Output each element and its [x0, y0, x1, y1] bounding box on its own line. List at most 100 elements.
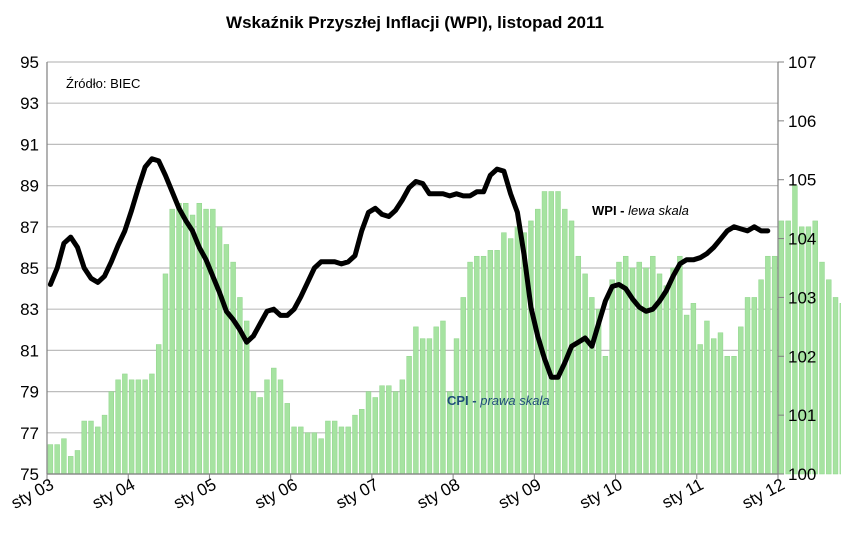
cpi-bar: [690, 303, 697, 475]
y-right-tick-label: 105: [788, 171, 816, 190]
cpi-bar: [677, 255, 683, 475]
cpi-bar: [277, 379, 284, 475]
wpi-label-sep: -: [617, 203, 629, 218]
cpi-bar: [331, 420, 338, 475]
x-tick-label: sty 08: [414, 475, 463, 513]
cpi-bar: [839, 303, 841, 475]
cpi-bar: [122, 373, 128, 475]
cpi-bar: [636, 261, 642, 475]
cpi-bar: [338, 426, 345, 475]
y-right-tick-label: 103: [788, 288, 816, 307]
cpi-bar: [318, 438, 324, 475]
x-tick-label: sty 04: [89, 475, 138, 513]
cpi-bar: [724, 356, 730, 475]
y-left-tick-label: 87: [20, 218, 39, 237]
x-tick-label: sty 06: [252, 475, 301, 513]
cpi-bar: [298, 426, 304, 475]
y-left-tick-label: 81: [20, 341, 39, 360]
cpi-bar: [778, 220, 785, 475]
y-left-tick-label: 91: [20, 135, 39, 154]
cpi-bar: [683, 314, 690, 475]
cpi-bar: [751, 297, 757, 475]
cpi-bar: [717, 332, 724, 475]
cpi-bar: [142, 379, 148, 475]
cpi-bar: [304, 432, 311, 475]
cpi-bar: [711, 338, 717, 475]
chart-title: Wskaźnik Przyszłej Inflacji (WPI), listo…: [226, 13, 604, 32]
cpi-bar: [704, 320, 710, 475]
cpi-bar: [311, 432, 318, 475]
wpi-line: [47, 156, 771, 380]
cpi-bar: [792, 185, 798, 475]
cpi-bar: [785, 220, 791, 475]
cpi-bar: [744, 297, 751, 475]
x-tick-label: sty 05: [170, 475, 219, 513]
cpi-bar: [149, 373, 155, 475]
cpi-bar: [223, 244, 230, 475]
cpi-bar: [480, 255, 487, 475]
cpi-bar: [487, 250, 494, 475]
y-left-tick-label: 85: [20, 259, 39, 278]
cpi-bars: [47, 185, 841, 475]
cpi-bar: [61, 438, 67, 475]
cpi-bar: [128, 379, 135, 475]
cpi-bar: [609, 279, 615, 475]
cpi-bar: [467, 261, 473, 475]
cpi-bar: [169, 208, 175, 475]
cpi-bar: [183, 203, 189, 475]
cpi-bar: [501, 232, 507, 475]
cpi-bar: [68, 456, 74, 475]
cpi-bar: [514, 226, 521, 475]
cpi-bar: [799, 226, 805, 475]
cpi-bar: [406, 356, 412, 475]
cpi-bar: [365, 391, 372, 475]
cpi-bar: [155, 344, 162, 475]
cpi-label-sep: -: [469, 393, 481, 408]
cpi-bar: [250, 391, 257, 475]
y-right-tick-label: 104: [788, 230, 816, 249]
cpi-bar: [210, 208, 216, 475]
cpi-bar: [81, 420, 87, 475]
cpi-bar: [575, 255, 582, 475]
cpi-bar: [264, 379, 270, 475]
cpi-bar: [474, 255, 480, 475]
cpi-bar: [426, 338, 433, 475]
cpi-bar: [697, 344, 703, 475]
cpi-bar: [589, 297, 595, 475]
cpi-bar: [812, 220, 818, 475]
wpi-label-italic: lewa skala: [628, 203, 689, 218]
cpi-bar: [257, 397, 263, 475]
cpi-bar: [528, 220, 534, 475]
cpi-bar: [135, 379, 142, 475]
cpi-bar: [440, 320, 446, 475]
cpi-bar: [602, 356, 609, 475]
wpi-label-bold: WPI: [592, 203, 617, 218]
cpi-bar: [352, 414, 358, 475]
cpi-bar: [54, 444, 60, 475]
cpi-bar: [108, 391, 114, 475]
cpi-bar: [386, 385, 392, 475]
y-left-tick-label: 79: [20, 383, 39, 402]
cpi-bar: [95, 426, 101, 475]
y-right-tick-label: 101: [788, 406, 816, 425]
cpi-bar: [101, 414, 108, 475]
cpi-bar: [548, 191, 554, 475]
cpi-bar: [555, 191, 561, 475]
cpi-bar: [88, 420, 94, 475]
cpi-series-label: CPI - prawa skala: [447, 393, 550, 408]
cpi-bar: [758, 279, 764, 475]
cpi-bar: [271, 367, 277, 475]
cpi-bar: [419, 338, 426, 475]
cpi-bar: [392, 391, 399, 475]
cpi-bar: [494, 250, 500, 475]
y-right-tick-label: 106: [788, 112, 816, 131]
y-left-tick-label: 95: [20, 53, 39, 72]
cpi-bar: [670, 267, 676, 475]
cpi-bar: [284, 403, 290, 475]
x-tick-label: sty 10: [576, 475, 625, 513]
wpi-line-layer: [47, 156, 771, 380]
cpi-bar: [650, 255, 656, 475]
y-right-tick-label: 107: [788, 53, 816, 72]
cpi-bar: [115, 379, 121, 475]
